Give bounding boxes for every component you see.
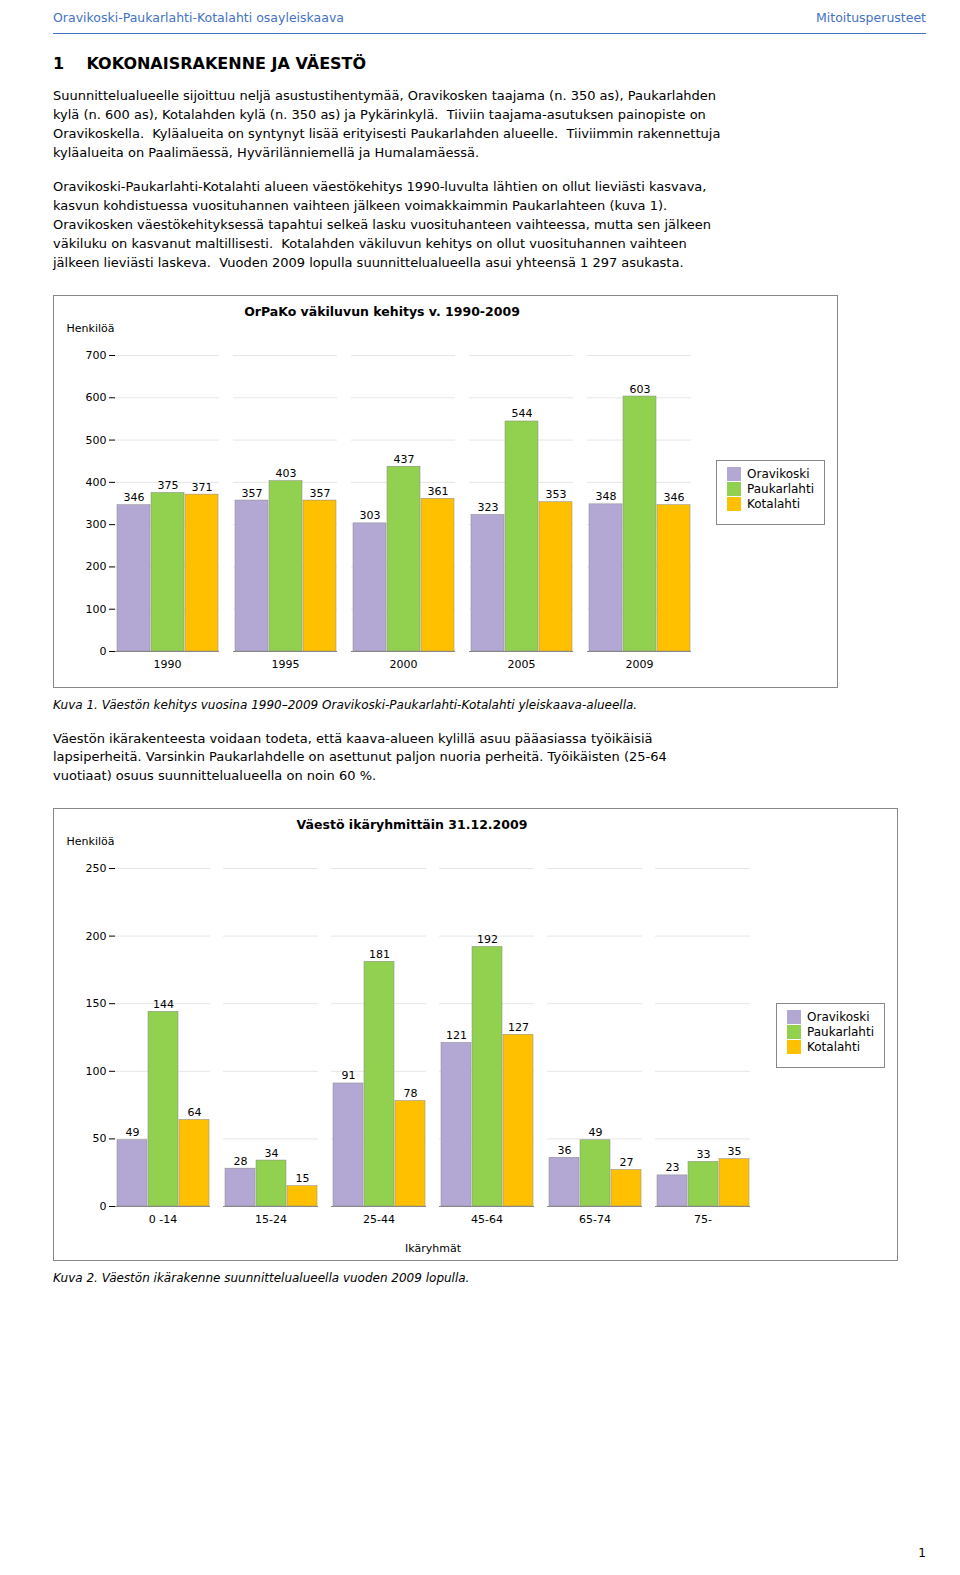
html-text:Oravikoski: Oravikoski (807, 1010, 870, 1025)
svg-text:181: 181 (369, 948, 390, 961)
svg-text:0 -14: 0 -14 (149, 1213, 177, 1226)
html-text:Oravikoski-Paukarlahti-Kotalah: Oravikoski-Paukarlahti-Kotalahti alueen … (53, 179, 707, 195)
html-text:Oravikosken väestökehityksessä: Oravikosken väestökehityksessä tapahtui … (53, 217, 711, 233)
svg-text:65-74: 65-74 (579, 1213, 611, 1226)
html-text:Oravikoski: Oravikoski (747, 466, 810, 481)
svg-text:49: 49 (589, 1126, 603, 1139)
svg-text:348: 348 (596, 490, 617, 503)
svg-text:1995: 1995 (272, 658, 300, 671)
svg-text:121: 121 (446, 1029, 467, 1042)
svg-text:25-44: 25-44 (363, 1213, 395, 1226)
svg-text:100: 100 (86, 1065, 107, 1078)
svg-text:700: 700 (86, 349, 107, 362)
svg-text:34: 34 (265, 1147, 279, 1160)
svg-text:150: 150 (86, 997, 107, 1010)
svg-text:200: 200 (86, 560, 107, 573)
html-text:Oravikoski-Paukarlahti-Kotalah: Oravikoski-Paukarlahti-Kotalahti osaylei… (53, 10, 344, 25)
svg-text:357: 357 (242, 486, 263, 499)
svg-text:27: 27 (620, 1156, 634, 1169)
svg-text:127: 127 (508, 1021, 529, 1034)
svg-text:603: 603 (630, 382, 651, 395)
svg-text:600: 600 (86, 391, 107, 404)
svg-text:0: 0 (100, 1200, 107, 1213)
html-text:Mitoitusperusteet: Mitoitusperusteet (816, 10, 926, 25)
svg-text:64: 64 (188, 1106, 202, 1119)
svg-text:2000: 2000 (390, 658, 418, 671)
svg-text:33: 33 (697, 1148, 711, 1161)
svg-text:323: 323 (478, 501, 499, 514)
html-text:Kuva 1. Väestön kehitys vuosin: Kuva 1. Väestön kehitys vuosina 1990–200… (53, 697, 638, 712)
svg-text:346: 346 (124, 491, 145, 504)
html-text:Väestön ikärakenteesta voidaan: Väestön ikärakenteesta voidaan todeta, e… (53, 730, 653, 746)
svg-text:200: 200 (86, 930, 107, 943)
svg-text:15: 15 (296, 1172, 310, 1185)
html-text:Kotalahti: Kotalahti (747, 496, 800, 511)
svg-text:91: 91 (342, 1070, 356, 1083)
svg-text:45-64: 45-64 (471, 1213, 503, 1226)
svg-text:144: 144 (153, 998, 174, 1011)
svg-text:2009: 2009 (626, 658, 654, 671)
html-text:väkiluku on kasvanut maltillis: väkiluku on kasvanut maltillisesti. Kota… (53, 235, 687, 251)
svg-text:346: 346 (664, 491, 685, 504)
html-text:lapsiperheitä. Varsinkin Pauka: lapsiperheitä. Varsinkin Paukarlahdelle … (53, 749, 667, 765)
svg-text:361: 361 (428, 484, 449, 497)
svg-text:250: 250 (86, 862, 107, 875)
svg-text:28: 28 (234, 1155, 248, 1168)
svg-text:1990: 1990 (154, 658, 182, 671)
svg-text:23: 23 (666, 1162, 680, 1175)
html-text:OrPaKo väkiluvun kehitys v. 19: OrPaKo väkiluvun kehitys v. 1990-2009 (244, 303, 520, 319)
svg-text:Henkilöä: Henkilöä (67, 322, 115, 335)
svg-text:78: 78 (404, 1087, 418, 1100)
html-text:kasvun kohdistuessa vuosituhan: kasvun kohdistuessa vuosituhannen vaihte… (53, 198, 668, 214)
html-text:vuotiaat) osuus suunnittelualu: vuotiaat) osuus suunnittelualueella on n… (53, 768, 377, 784)
html-text:1 KOKONAISRAKENNE JA VÄESTÖ: 1 KOKONAISRAKENNE JA VÄESTÖ (53, 54, 367, 73)
html-text:Kuva 2. Väestön ikärakenne suu: Kuva 2. Väestön ikärakenne suunnittelual… (53, 1271, 470, 1286)
html-text:Suunnittelualueelle sijoittuu: Suunnittelualueelle sijoittuu neljä asus… (53, 88, 717, 103)
svg-text:437: 437 (394, 452, 415, 465)
svg-text:75-: 75- (694, 1213, 712, 1226)
svg-text:303: 303 (360, 509, 381, 522)
html-text:Oravikoskella. Kyläalueita on: Oravikoskella. Kyläalueita on syntynyt l… (53, 125, 721, 141)
svg-text:353: 353 (546, 488, 567, 501)
html-text:kylä (n. 600 as), Kotalahden k: kylä (n. 600 as), Kotalahden kylä (n. 35… (53, 106, 706, 122)
svg-text:50: 50 (93, 1133, 107, 1146)
html-text:jälkeen lieviästi laskeva. Vuo: jälkeen lieviästi laskeva. Vuoden 2009 l… (53, 254, 684, 270)
svg-text:500: 500 (86, 433, 107, 446)
html-text:kyläalueita on Paalimäessä, Hy: kyläalueita on Paalimäessä, Hyvärilännie… (53, 144, 479, 160)
svg-text:Henkilöä: Henkilöä (67, 835, 115, 848)
html-text:Paukarlahti: Paukarlahti (807, 1025, 874, 1040)
html-text:1: 1 (918, 1546, 926, 1560)
svg-text:400: 400 (86, 475, 107, 488)
svg-text:375: 375 (158, 479, 179, 492)
svg-text:357: 357 (310, 486, 331, 499)
svg-text:192: 192 (477, 933, 498, 946)
svg-text:403: 403 (276, 467, 297, 480)
svg-text:49: 49 (126, 1126, 140, 1139)
svg-text:36: 36 (558, 1144, 572, 1157)
html-text:Kotalahti: Kotalahti (807, 1040, 860, 1055)
svg-text:300: 300 (86, 518, 107, 531)
svg-text:15-24: 15-24 (255, 1213, 287, 1226)
svg-text:544: 544 (512, 407, 533, 420)
html-text:Paukarlahti: Paukarlahti (747, 481, 814, 496)
svg-text:Ikäryhmät: Ikäryhmät (405, 1242, 462, 1255)
svg-text:371: 371 (192, 480, 213, 493)
svg-text:35: 35 (728, 1145, 742, 1158)
svg-text:0: 0 (100, 645, 107, 658)
svg-text:2005: 2005 (508, 658, 536, 671)
svg-text:100: 100 (86, 602, 107, 615)
html-text:Väestö ikäryhmittäin 31.12.200: Väestö ikäryhmittäin 31.12.2009 (296, 817, 528, 833)
